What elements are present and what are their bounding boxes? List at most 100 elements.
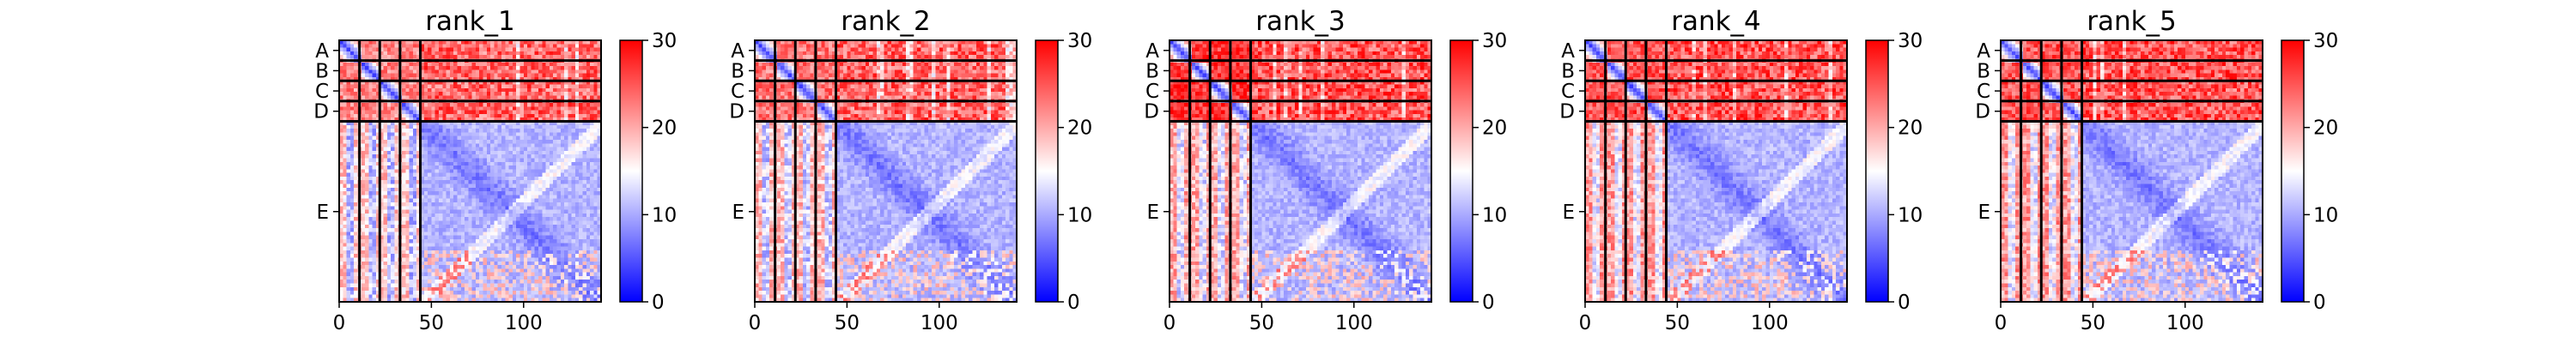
- heatmap-cell: [476, 188, 480, 192]
- heatmap-cell: [538, 111, 543, 115]
- heatmap-cell: [509, 106, 513, 111]
- heatmap-cell: [450, 88, 454, 93]
- heatmap-cell: [361, 162, 366, 166]
- heatmap-cell: [472, 180, 477, 184]
- heatmap-cell: [402, 74, 406, 78]
- heatmap-cell: [519, 92, 524, 96]
- heatmap-cell: [546, 265, 550, 269]
- heatmap-cell: [343, 273, 347, 277]
- heatmap-cell: [550, 55, 554, 59]
- heatmap-cell: [590, 257, 594, 262]
- heatmap-cell: [465, 214, 469, 218]
- heatmap-cell: [347, 280, 351, 284]
- heatmap-cell: [542, 132, 546, 136]
- heatmap-cell: [468, 125, 472, 129]
- heatmap-cell: [394, 273, 398, 277]
- heatmap-cell: [568, 210, 572, 214]
- heatmap-cell: [350, 63, 355, 67]
- heatmap-cell: [387, 154, 392, 159]
- heatmap-cell: [483, 236, 488, 240]
- heatmap-cell: [343, 280, 347, 284]
- heatmap-cell: [568, 188, 572, 192]
- heatmap-cell: [387, 232, 392, 236]
- heatmap-cell: [405, 51, 410, 56]
- heatmap-cell: [561, 262, 565, 266]
- heatmap-cell: [410, 44, 414, 48]
- heatmap-cell: [593, 95, 598, 99]
- heatmap-cell: [361, 132, 366, 136]
- heatmap-cell: [490, 88, 495, 93]
- heatmap-cell: [590, 247, 594, 251]
- heatmap-cell: [347, 111, 351, 115]
- heatmap-cell: [476, 265, 480, 269]
- heatmap-cell: [538, 250, 543, 255]
- heatmap-cell: [447, 257, 451, 262]
- heatmap-cell: [531, 55, 535, 59]
- heatmap-cell: [490, 85, 495, 89]
- heatmap-cell: [531, 173, 535, 178]
- heatmap-cell: [487, 220, 491, 225]
- heatmap-cell: [384, 140, 388, 144]
- heatmap-cell: [350, 92, 355, 96]
- heatmap-cell: [405, 262, 410, 266]
- heatmap-cell: [394, 158, 398, 162]
- heatmap-cell: [447, 225, 451, 229]
- heatmap-cell: [516, 214, 520, 218]
- heatmap-cell: [442, 162, 447, 166]
- heatmap-cell: [410, 243, 414, 247]
- heatmap-cell: [561, 165, 565, 170]
- heatmap-cell: [542, 273, 546, 277]
- heatmap-cell: [468, 169, 472, 173]
- heatmap-cell: [527, 66, 532, 70]
- heatmap-cell: [498, 103, 502, 107]
- heatmap-cell: [556, 268, 561, 273]
- heatmap-cell: [572, 206, 576, 210]
- heatmap-cell: [391, 276, 395, 280]
- heatmap-cell: [343, 88, 347, 93]
- heatmap-cell: [538, 129, 543, 133]
- heatmap-cell: [519, 236, 524, 240]
- heatmap-cell: [590, 225, 594, 229]
- heatmap-cell: [431, 265, 435, 269]
- heatmap-cell: [483, 199, 488, 203]
- heatmap-cell: [564, 95, 568, 99]
- heatmap-cell: [553, 143, 557, 147]
- heatmap-cell: [509, 180, 513, 184]
- heatmap-cell: [575, 125, 580, 129]
- heatmap-cell: [579, 225, 583, 229]
- heatmap-cell: [439, 273, 443, 277]
- heatmap-cell: [428, 173, 432, 178]
- heatmap-cell: [550, 165, 554, 170]
- heatmap-cell: [431, 257, 435, 262]
- heatmap-cell: [546, 191, 550, 196]
- heatmap-cell: [564, 140, 568, 144]
- heatmap-cell: [538, 180, 543, 184]
- heatmap-cell: [472, 162, 477, 166]
- heatmap-cell: [402, 236, 406, 240]
- heatmap-cell: [572, 136, 576, 141]
- heatmap-cell: [575, 111, 580, 115]
- heatmap-cell: [387, 191, 392, 196]
- heatmap-cell: [579, 287, 583, 292]
- heatmap-cell: [402, 140, 406, 144]
- heatmap-cell: [479, 111, 483, 115]
- heatmap-cell: [498, 165, 502, 170]
- heatmap-cell: [465, 225, 469, 229]
- heatmap-cell: [413, 51, 417, 56]
- heatmap-cell: [575, 158, 580, 162]
- heatmap-cell: [483, 63, 488, 67]
- heatmap-cell: [586, 95, 591, 99]
- heatmap-cell: [457, 191, 461, 196]
- heatmap-cell: [479, 287, 483, 292]
- heatmap-cell: [524, 85, 528, 89]
- heatmap-cell: [519, 111, 524, 115]
- heatmap-cell: [365, 254, 369, 258]
- heatmap-cell: [442, 111, 447, 115]
- heatmap-cell: [405, 114, 410, 118]
- heatmap-cell: [343, 291, 347, 295]
- heatmap-cell: [575, 132, 580, 136]
- heatmap-cell: [561, 177, 565, 181]
- heatmap-cell: [494, 284, 498, 288]
- heatmap-cell: [550, 243, 554, 247]
- heatmap-cell: [479, 140, 483, 144]
